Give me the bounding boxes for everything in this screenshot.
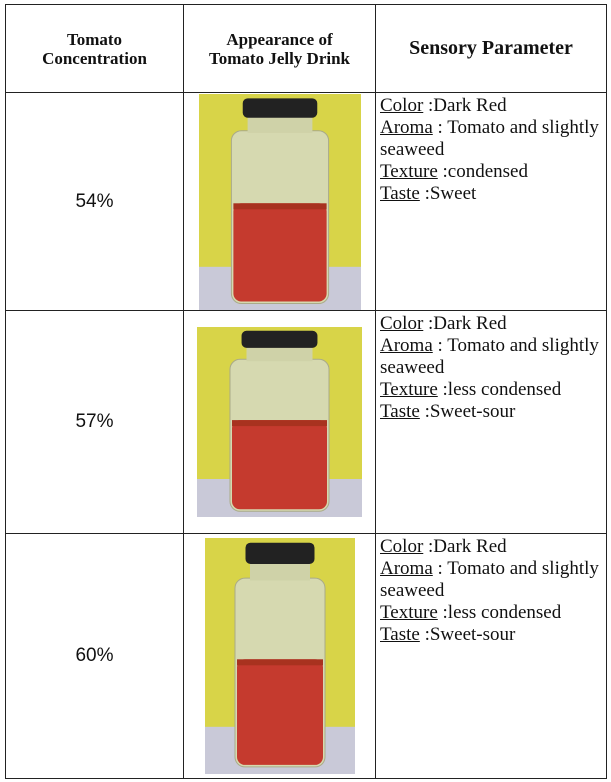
sensory-item: Texture :less condensed bbox=[380, 602, 602, 624]
sensory-label: Aroma bbox=[380, 117, 433, 138]
sensory-value: : Tomato and slightly seaweed bbox=[380, 558, 599, 601]
header-cell: Appearance of Tomato Jelly Drink bbox=[183, 4, 376, 93]
sensory-item: Taste :Sweet bbox=[380, 183, 602, 205]
table-row: 57% Color :Dark Red Aroma : Tomato and sli… bbox=[5, 310, 607, 534]
table-row: 60% Color :Dark Red Aroma : Tomato and sli… bbox=[5, 533, 607, 779]
header-cell: Tomato Concentration bbox=[5, 4, 184, 93]
bottle-photo bbox=[204, 538, 355, 774]
sensory-value: :condensed bbox=[442, 161, 528, 182]
image-cell bbox=[183, 310, 376, 534]
sensory-value: :Sweet-sour bbox=[424, 624, 516, 645]
sensory-item: Taste :Sweet-sour bbox=[380, 401, 602, 423]
image-cell bbox=[183, 92, 376, 311]
liquid bbox=[232, 420, 327, 510]
sensory-label: Taste bbox=[380, 401, 420, 422]
bottle-photo bbox=[198, 93, 361, 310]
header-row: Tomato Concentration Appearance of Tomat… bbox=[5, 4, 607, 93]
sensory-cell: Color :Dark Red Aroma : Tomato and slight… bbox=[375, 533, 607, 779]
sensory-cell: Color :Dark Red Aroma : Tomato and slight… bbox=[375, 92, 607, 311]
sensory-value: :Sweet bbox=[424, 183, 477, 204]
sensory-label: Texture bbox=[380, 379, 438, 400]
sensory-item: Aroma : Tomato and slightly seaweed bbox=[380, 335, 602, 379]
neck bbox=[246, 346, 313, 362]
sensory-label: Taste bbox=[380, 624, 420, 645]
sensory-value: :less condensed bbox=[442, 602, 562, 623]
sensory-label: Texture bbox=[380, 161, 438, 182]
table-row: 54% Color :Dark Red Aroma : Tomato and sli… bbox=[5, 92, 607, 311]
cap bbox=[241, 330, 318, 348]
liquid-surface bbox=[232, 202, 327, 209]
header-cell: Sensory Parameter bbox=[375, 4, 607, 93]
concentration-cell: 54% bbox=[5, 92, 184, 311]
concentration-cell: 60% bbox=[5, 533, 184, 779]
sensory-label: Color bbox=[380, 536, 424, 557]
sensory-value: :less condensed bbox=[442, 379, 562, 400]
image-cell bbox=[183, 533, 376, 779]
table-body: 54% Color :Dark Red Aroma : Tomato and sli… bbox=[5, 92, 607, 779]
sensory-value: :Dark Red bbox=[428, 536, 507, 557]
sensory-label: Taste bbox=[380, 183, 420, 204]
cap bbox=[242, 97, 317, 118]
cap bbox=[245, 542, 314, 564]
sensory-value: : Tomato and slightly seaweed bbox=[380, 117, 599, 160]
sensory-value: :Dark Red bbox=[428, 95, 507, 116]
neck bbox=[249, 561, 310, 581]
liquid-surface bbox=[232, 420, 327, 427]
liquid-surface bbox=[236, 659, 323, 666]
sensory-value: :Dark Red bbox=[428, 313, 507, 334]
sensory-label: Aroma bbox=[380, 558, 433, 579]
sensory-item: Taste :Sweet-sour bbox=[380, 624, 602, 646]
sensory-value: :Sweet-sour bbox=[424, 401, 516, 422]
sensory-label: Texture bbox=[380, 602, 438, 623]
liquid bbox=[232, 202, 327, 302]
neck bbox=[247, 115, 312, 133]
liquid bbox=[236, 659, 323, 765]
bottle-photo bbox=[197, 327, 362, 517]
concentration-cell: 57% bbox=[5, 310, 184, 534]
sensory-item: Texture :condensed bbox=[380, 161, 602, 183]
sensory-item: Color :Dark Red bbox=[380, 95, 602, 117]
sensory-cell: Color :Dark Red Aroma : Tomato and slight… bbox=[375, 310, 607, 534]
sensory-item: Aroma : Tomato and slightly seaweed bbox=[380, 558, 602, 602]
sensory-value: : Tomato and slightly seaweed bbox=[380, 335, 599, 378]
sensory-item: Color :Dark Red bbox=[380, 536, 602, 558]
sensory-label: Aroma bbox=[380, 335, 433, 356]
sensory-label: Color bbox=[380, 313, 424, 334]
table: Tomato Concentration Appearance of Tomat… bbox=[5, 4, 607, 779]
sensory-item: Aroma : Tomato and slightly seaweed bbox=[380, 117, 602, 161]
sensory-item: Texture :less condensed bbox=[380, 379, 602, 401]
sensory-item: Color :Dark Red bbox=[380, 313, 602, 335]
sensory-label: Color bbox=[380, 95, 424, 116]
